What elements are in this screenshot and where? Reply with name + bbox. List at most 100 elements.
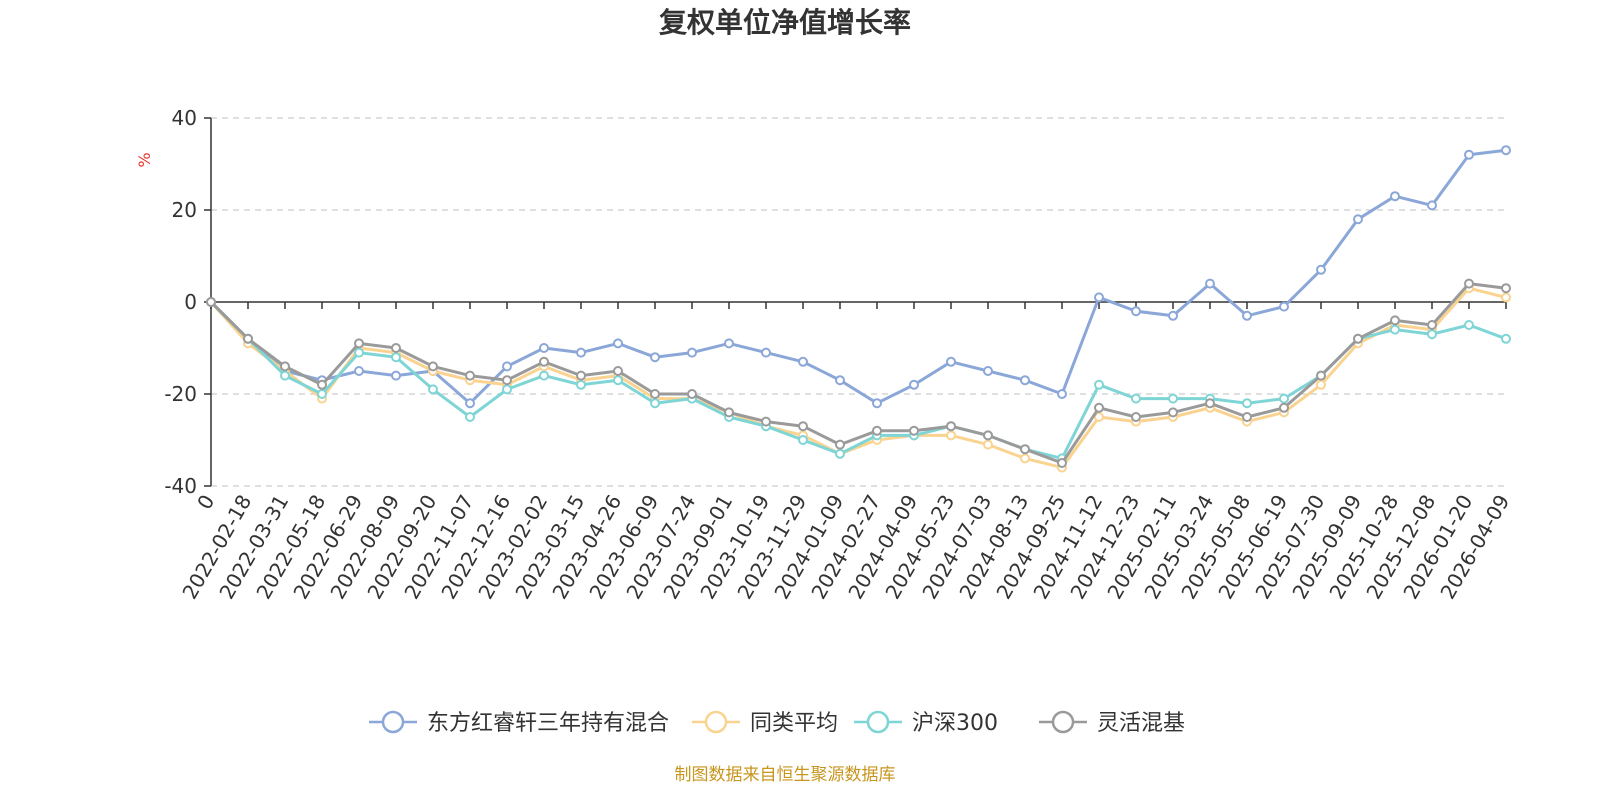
legend-label: 同类平均	[750, 711, 838, 736]
data-point	[613, 375, 623, 386]
data-point	[428, 384, 438, 395]
data-point	[946, 356, 956, 367]
data-point	[280, 361, 290, 372]
data-point	[1427, 329, 1437, 340]
data-point	[1427, 320, 1437, 330]
chart-title: 复权单位净值增长率	[659, 6, 911, 39]
data-point	[354, 347, 364, 358]
y-axis-label: %	[135, 152, 154, 167]
y-tick-label: -40	[164, 474, 197, 498]
source-note: 制图数据来自恒生聚源数据库	[675, 765, 896, 785]
data-point	[502, 361, 512, 372]
data-point	[1464, 149, 1474, 160]
series-line	[209, 148, 1508, 405]
data-point	[687, 389, 697, 399]
data-point	[539, 370, 549, 381]
data-point	[502, 384, 512, 395]
data-point	[983, 366, 993, 376]
data-point	[650, 389, 660, 399]
data-point	[798, 435, 808, 445]
data-point	[1131, 412, 1141, 422]
data-point	[354, 366, 364, 376]
data-point	[576, 347, 586, 358]
data-point	[1094, 412, 1104, 422]
series-line	[209, 300, 1508, 460]
data-point	[1131, 393, 1141, 404]
legend[interactable]: 东方红睿轩三年持有混合 同类平均 沪深300 灵活混基	[369, 710, 1185, 736]
legend-marker	[704, 710, 728, 734]
data-point	[1020, 444, 1030, 455]
legend-item[interactable]: 灵活混基	[1039, 710, 1185, 736]
data-point	[428, 361, 438, 372]
data-point	[872, 398, 882, 409]
data-point	[317, 379, 327, 390]
legend-label: 沪深300	[912, 711, 998, 736]
data-point	[576, 379, 586, 390]
data-point	[465, 398, 475, 409]
data-point	[391, 352, 401, 363]
data-point	[1353, 214, 1363, 225]
data-point	[687, 347, 697, 358]
legend-marker	[866, 710, 890, 734]
data-point	[835, 375, 845, 386]
data-point	[1353, 333, 1363, 344]
data-point	[206, 297, 216, 307]
data-point	[1390, 315, 1400, 326]
data-point	[946, 430, 956, 441]
legend-label: 东方红睿轩三年持有混合	[427, 711, 669, 736]
data-point	[798, 356, 808, 367]
series-layer	[206, 145, 1511, 473]
data-point	[1501, 333, 1511, 344]
data-point	[1205, 398, 1215, 409]
legend-marker	[381, 710, 405, 734]
data-point	[1464, 278, 1474, 289]
data-point	[1168, 393, 1178, 404]
legend-marker	[1051, 710, 1075, 734]
data-point	[1464, 320, 1474, 330]
legend-item[interactable]: 沪深300	[854, 710, 998, 736]
data-point	[650, 352, 660, 363]
y-tick-label: 20	[172, 198, 197, 222]
data-point	[1057, 389, 1067, 399]
data-point	[539, 356, 549, 367]
data-point	[1094, 292, 1104, 303]
data-point	[798, 421, 808, 432]
data-point	[1316, 264, 1326, 275]
data-point	[835, 439, 845, 450]
data-point	[1131, 306, 1141, 317]
legend-item[interactable]: 同类平均	[692, 710, 838, 736]
data-point	[391, 370, 401, 381]
data-point	[835, 448, 845, 459]
series-line	[209, 282, 1508, 465]
x-tick-label: 0	[192, 491, 219, 514]
data-point	[650, 398, 660, 409]
data-point	[909, 379, 919, 390]
data-point	[465, 370, 475, 381]
data-point	[1168, 310, 1178, 321]
y-tick-label: -20	[164, 382, 197, 406]
legend-item[interactable]: 东方红睿轩三年持有混合	[369, 710, 669, 736]
series-line	[209, 286, 1508, 470]
data-point	[317, 389, 327, 399]
data-point	[1390, 191, 1400, 202]
data-point	[1501, 292, 1511, 303]
data-point	[613, 338, 623, 349]
data-point	[465, 412, 475, 422]
data-point	[1279, 301, 1289, 312]
data-point	[576, 370, 586, 381]
data-point	[1020, 375, 1030, 386]
data-point	[391, 343, 401, 353]
data-point	[761, 347, 771, 358]
data-point	[354, 338, 364, 349]
data-point	[243, 333, 253, 344]
data-point	[1020, 453, 1030, 464]
data-point	[983, 439, 993, 450]
data-point	[1501, 283, 1511, 294]
data-point	[909, 425, 919, 436]
data-point	[946, 421, 956, 432]
data-point	[983, 430, 993, 441]
data-point	[1316, 379, 1326, 390]
data-point	[1242, 412, 1252, 422]
data-point	[761, 416, 771, 427]
